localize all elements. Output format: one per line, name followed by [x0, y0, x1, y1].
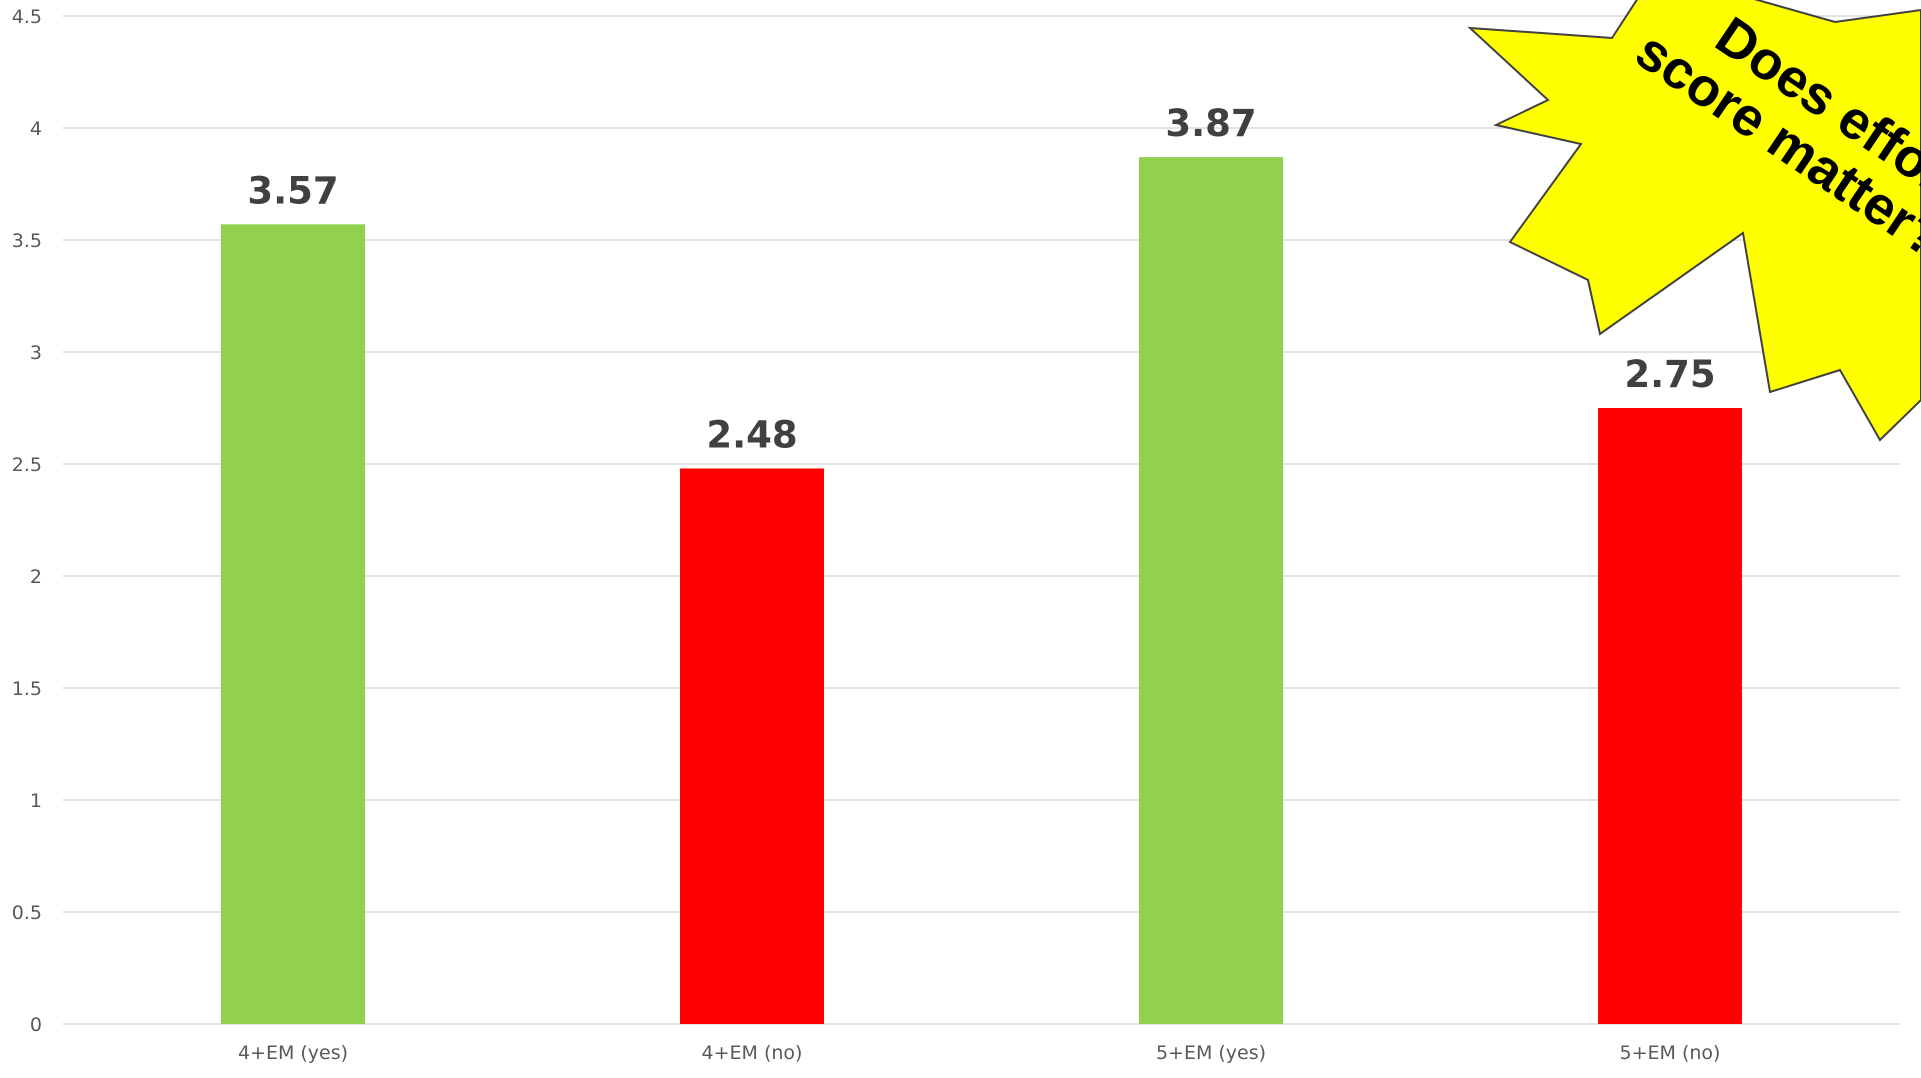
y-tick-label: 4 [30, 118, 42, 140]
y-tick-label: 0.5 [12, 902, 42, 924]
x-category-label: 5+EM (yes) [1156, 1042, 1266, 1064]
data-label: 3.87 [1165, 102, 1256, 145]
starburst-shape [1467, 0, 1921, 442]
bar [1598, 408, 1742, 1024]
y-tick-label: 0 [30, 1014, 42, 1036]
x-category-label: 4+EM (yes) [238, 1042, 348, 1064]
bar [221, 224, 365, 1024]
starburst-callout: Does effort score matter? [1467, 0, 1921, 442]
bar [1139, 157, 1283, 1024]
data-label: 2.48 [706, 413, 797, 456]
y-tick-label: 2.5 [12, 454, 42, 476]
y-tick-label: 4.5 [12, 6, 42, 28]
y-tick-label: 1 [30, 790, 42, 812]
x-axis-categories: 4+EM (yes) 4+EM (no) 5+EM (yes) 5+EM (no) [238, 1042, 1721, 1064]
bar [680, 468, 824, 1025]
bars [221, 157, 1742, 1025]
data-label: 3.57 [247, 169, 338, 212]
y-axis-ticks: 0 0.5 1 1.5 2 2.5 3 3.5 4 4.5 [12, 6, 42, 1036]
y-tick-label: 2 [30, 566, 42, 588]
y-tick-label: 1.5 [12, 678, 42, 700]
gridlines [63, 15, 1900, 1025]
data-label: 2.75 [1624, 353, 1715, 396]
data-labels: 3.57 2.48 3.87 2.75 [247, 102, 1715, 456]
y-tick-label: 3 [30, 342, 42, 364]
x-category-label: 4+EM (no) [702, 1042, 803, 1064]
x-category-label: 5+EM (no) [1620, 1042, 1721, 1064]
y-tick-label: 3.5 [12, 230, 42, 252]
